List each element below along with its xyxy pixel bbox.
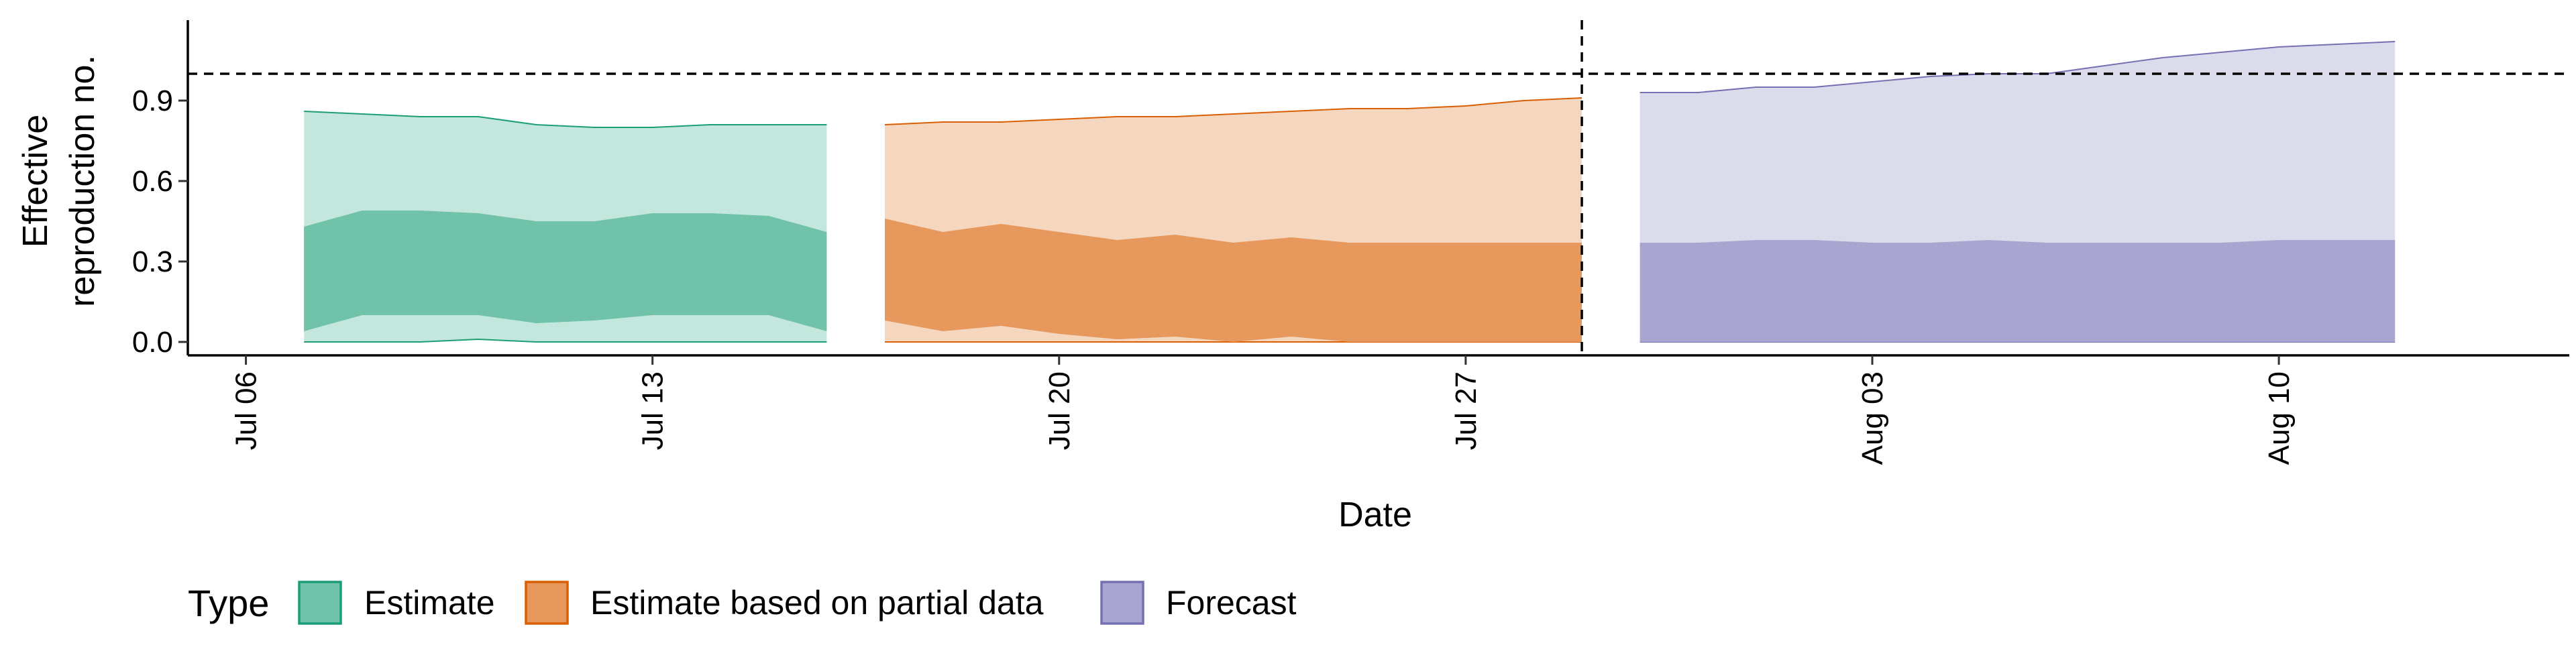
legend-key-estimate-based-on-partial-data: [525, 581, 569, 625]
x-tick-label: Jul 27: [1450, 371, 1483, 450]
axes: 0.0 0.3 0.6 0.9 Jul 06 Jul 13 Jul 20 Jul 27 Aug …: [132, 20, 2569, 465]
x-tick-label: Aug 10: [2263, 371, 2296, 465]
inner-band-estimate: [304, 211, 827, 331]
legend-label-estimate-based-on-partial-data: Estimate based on partial data: [590, 584, 1044, 622]
legend-key-estimate: [298, 581, 342, 625]
y-tick-label: 0.6: [132, 165, 173, 198]
y-axis-title-line-2: reproduction no.: [63, 55, 102, 307]
outer-lower-line-estimate: [304, 338, 827, 343]
legend-key-forecast: [1100, 581, 1144, 625]
outer-upper-line-estimate-based-on-partial-data: [884, 97, 1582, 125]
inner-band-estimate-based-on-partial-data: [885, 219, 1582, 342]
plot-areas: [304, 41, 2396, 343]
legend: Type Estimate Estimate based on partial d…: [188, 581, 1297, 625]
x-tick-label: Jul 20: [1043, 371, 1076, 450]
legend-label-estimate: Estimate: [364, 584, 495, 622]
reference-lines: [188, 20, 2569, 355]
outer-upper-line-estimate: [304, 111, 827, 128]
x-tick-label: Aug 03: [1856, 371, 1889, 465]
outer-upper-line-forecast: [1640, 41, 2396, 93]
legend-title: Type: [188, 582, 269, 624]
x-tick-label: Jul 13: [637, 371, 669, 450]
y-tick-label: 0.9: [132, 84, 173, 117]
x-axis-title: Date: [1338, 495, 1412, 534]
y-axis-title-line-1: Effective: [16, 115, 55, 247]
x-tick-label: Jul 06: [230, 371, 263, 450]
inner-band-forecast: [1640, 240, 2396, 342]
y-axis-title: Effective reproduction no.: [16, 55, 102, 307]
y-tick-label: 0.3: [132, 245, 173, 278]
y-tick-label: 0.0: [132, 326, 173, 359]
legend-label-forecast: Forecast: [1166, 584, 1297, 622]
